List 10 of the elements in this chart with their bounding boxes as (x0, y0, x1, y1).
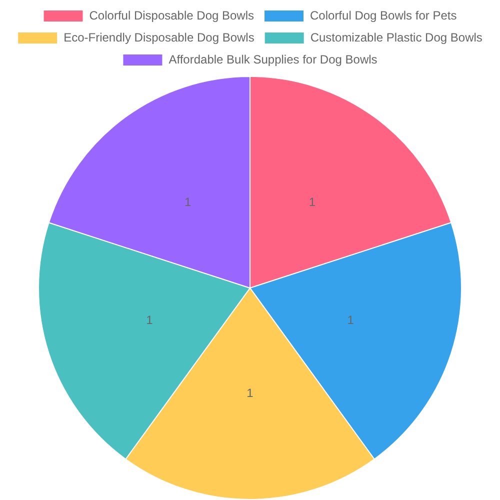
legend-label: Eco-Friendly Disposable Dog Bowls (64, 30, 254, 44)
legend-label: Affordable Bulk Supplies for Dog Bowls (168, 52, 378, 66)
legend-label: Customizable Plastic Dog Bowls (310, 30, 482, 44)
data-label: 1 (146, 312, 154, 327)
data-label: 1 (184, 194, 192, 209)
data-label: 1 (347, 312, 354, 327)
legend-label: Colorful Dog Bowls for Pets (310, 8, 457, 22)
data-label: 1 (308, 194, 316, 209)
data-label: 1 (246, 386, 254, 400)
legend-label: Colorful Disposable Dog Bowls (89, 8, 254, 22)
